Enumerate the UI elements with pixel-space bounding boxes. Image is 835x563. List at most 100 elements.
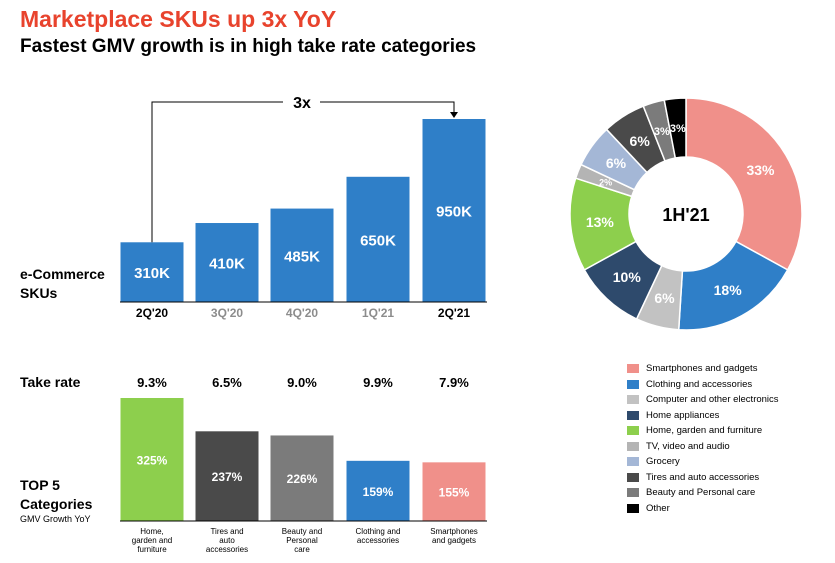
category-bar-value-label: 159% bbox=[363, 485, 394, 499]
top5-label-line2: Categories bbox=[20, 496, 93, 512]
legend-swatch bbox=[627, 457, 639, 467]
legend-label: Other bbox=[646, 502, 670, 514]
legend-label: Tires and auto accessories bbox=[646, 471, 760, 483]
legend-swatch bbox=[627, 472, 639, 482]
legend-swatch bbox=[627, 395, 639, 405]
category-name-label: and gadgets bbox=[432, 536, 476, 545]
category-bar bbox=[270, 435, 334, 521]
category-bar bbox=[346, 460, 410, 521]
sku-bar bbox=[422, 119, 486, 302]
top5-categories-label: TOP 5 Categories bbox=[20, 476, 92, 514]
donut-center-label: 1H'21 bbox=[662, 205, 709, 225]
category-name-label: Home, bbox=[140, 527, 164, 536]
annotation-line-right bbox=[320, 101, 455, 113]
category-name-label: auto bbox=[219, 536, 235, 545]
legend-item: Home appliances bbox=[627, 408, 779, 424]
legend-label: Computer and other electronics bbox=[646, 394, 779, 406]
category-name-label: Beauty and bbox=[282, 527, 322, 536]
legend-item: Computer and other electronics bbox=[627, 392, 779, 408]
sku-bar bbox=[195, 223, 259, 302]
take-rate-label: Take rate bbox=[20, 374, 81, 390]
sku-bar-value-label: 310K bbox=[134, 265, 170, 282]
legend-swatch bbox=[627, 379, 639, 389]
legend-item: Other bbox=[627, 501, 779, 517]
category-name-label: Tires and bbox=[210, 527, 243, 536]
sku-category-label: 2Q'21 bbox=[438, 306, 471, 320]
sku-category-label: 3Q'20 bbox=[211, 306, 244, 320]
top5-label-line1: TOP 5 bbox=[20, 477, 60, 493]
category-bar-value-label: 155% bbox=[439, 486, 470, 500]
legend-swatch bbox=[627, 364, 639, 374]
sku-category-label: 2Q'20 bbox=[136, 306, 169, 320]
category-bar-value-label: 226% bbox=[287, 472, 318, 486]
legend-swatch bbox=[627, 503, 639, 513]
donut-slice-label: 18% bbox=[714, 282, 743, 298]
category-bar-value-label: 237% bbox=[212, 470, 243, 484]
legend-label: Beauty and Personal care bbox=[646, 487, 756, 499]
donut-slice-label: 3% bbox=[654, 126, 670, 138]
sku-bar-value-label: 950K bbox=[436, 204, 472, 221]
pie-legend: Smartphones and gadgets Clothing and acce… bbox=[627, 361, 779, 516]
category-name-label: garden and bbox=[132, 536, 172, 545]
donut-slice-label: 6% bbox=[606, 155, 627, 171]
legend-item: Grocery bbox=[627, 454, 779, 470]
category-bar bbox=[195, 431, 259, 521]
donut-slice bbox=[663, 97, 687, 159]
gmv-growth-label: GMV Growth YoY bbox=[20, 514, 91, 524]
sku-bar bbox=[120, 242, 184, 302]
legend-item: Home, garden and furniture bbox=[627, 423, 779, 439]
donut-slice-label: 13% bbox=[586, 214, 615, 230]
legend-swatch bbox=[627, 441, 639, 451]
legend-label: TV, video and audio bbox=[646, 440, 730, 452]
category-name-label: Clothing and bbox=[356, 527, 401, 536]
sku-bar-value-label: 410K bbox=[209, 256, 245, 273]
legend-item: Beauty and Personal care bbox=[627, 485, 779, 501]
legend-swatch bbox=[627, 410, 639, 420]
legend-label: Home appliances bbox=[646, 409, 720, 421]
sku-bar bbox=[346, 176, 410, 302]
sku-category-label: 4Q'20 bbox=[286, 306, 319, 320]
take-rate-value: 7.9% bbox=[439, 375, 469, 390]
legend-label: Clothing and accessories bbox=[646, 378, 753, 390]
donut-slice bbox=[685, 97, 803, 271]
annotation-line-left bbox=[151, 101, 283, 243]
annotation-3x-label: 3x bbox=[293, 95, 311, 112]
legend-swatch bbox=[627, 488, 639, 498]
donut-slice-label: 3% bbox=[670, 123, 686, 135]
category-bar bbox=[422, 462, 486, 521]
category-bar-value-label: 325% bbox=[137, 454, 168, 468]
legend-item: TV, video and audio bbox=[627, 439, 779, 455]
category-name-label: Smartphones bbox=[430, 527, 478, 536]
sku-bar-value-label: 650K bbox=[360, 232, 396, 249]
take-rate-value: 6.5% bbox=[212, 375, 242, 390]
legend-label: Grocery bbox=[646, 456, 680, 468]
donut-slice-label: 6% bbox=[630, 133, 651, 149]
ecommerce-label-line1: e-Commerce bbox=[20, 266, 105, 282]
take-rate-value: 9.9% bbox=[363, 375, 393, 390]
donut-slice-label: 6% bbox=[654, 290, 675, 306]
annotation-arrowhead bbox=[450, 112, 458, 118]
category-name-label: furniture bbox=[137, 545, 167, 554]
legend-item: Tires and auto accessories bbox=[627, 470, 779, 486]
donut-slice-label: 33% bbox=[746, 162, 775, 178]
take-rate-value: 9.3% bbox=[137, 375, 167, 390]
legend-label: Home, garden and furniture bbox=[646, 425, 763, 437]
category-name-label: accessories bbox=[357, 536, 399, 545]
legend-swatch bbox=[627, 426, 639, 436]
sku-category-label: 1Q'21 bbox=[362, 306, 395, 320]
sku-bar bbox=[270, 208, 334, 302]
category-bar bbox=[120, 398, 184, 521]
ecommerce-skus-label: e-Commerce SKUs bbox=[20, 265, 105, 303]
sku-bar-value-label: 485K bbox=[284, 248, 320, 265]
legend-item: Clothing and accessories bbox=[627, 377, 779, 393]
donut-slice-label: 10% bbox=[613, 269, 642, 285]
category-name-label: Personal bbox=[286, 536, 318, 545]
category-name-label: care bbox=[294, 545, 310, 554]
take-rate-value: 9.0% bbox=[287, 375, 317, 390]
legend-item: Smartphones and gadgets bbox=[627, 361, 779, 377]
category-name-label: accessories bbox=[206, 545, 248, 554]
ecommerce-label-line2: SKUs bbox=[20, 285, 58, 301]
page-title: Marketplace SKUs up 3x YoY bbox=[20, 6, 337, 32]
legend-label: Smartphones and gadgets bbox=[646, 363, 758, 375]
